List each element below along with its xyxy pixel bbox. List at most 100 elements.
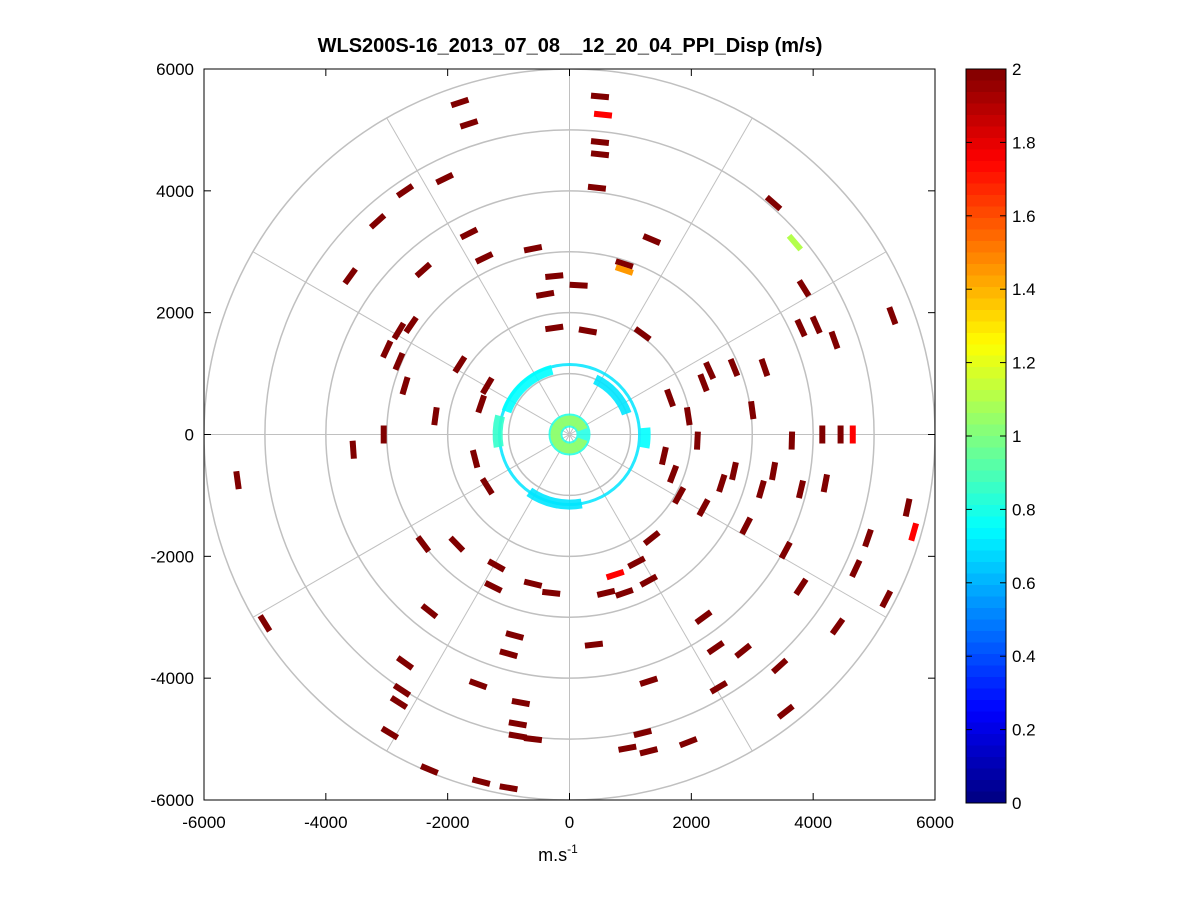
data-point	[474, 251, 494, 265]
colorbar-tick-label: 0.8	[1012, 500, 1036, 519]
data-point	[756, 479, 767, 499]
data-point	[786, 233, 804, 252]
data-point	[535, 289, 555, 299]
data-point	[392, 682, 412, 698]
colorbar-tick-label: 1.6	[1012, 207, 1036, 226]
data-point	[678, 736, 698, 749]
data-point	[499, 648, 519, 660]
data-point	[593, 110, 613, 119]
data-point	[584, 640, 604, 649]
data-point	[468, 678, 488, 691]
data-point	[614, 258, 634, 270]
data-point	[541, 588, 561, 597]
data-point	[511, 697, 531, 708]
data-point	[776, 703, 795, 720]
data-point	[829, 617, 846, 636]
colorbar-tick-label: 0.4	[1012, 647, 1036, 666]
data-point	[672, 486, 687, 505]
colorbar-tick-label: 2	[1012, 60, 1021, 79]
data-point	[778, 540, 793, 560]
data-point	[828, 330, 841, 350]
y-tick-label: -4000	[151, 669, 194, 688]
colorbar-tick-label: 1.4	[1012, 280, 1036, 299]
x-tick-label: -4000	[304, 813, 347, 832]
x-tick-label: 6000	[916, 813, 954, 832]
data-point	[342, 267, 358, 286]
colorbar: 0 0.2 0.4 0.6 0.8 1 1.2 1.4 1.6 1.8 2	[965, 60, 1036, 813]
colorbar-tick-label: 0.6	[1012, 574, 1036, 593]
data-point	[820, 473, 830, 493]
x-tick-label: -6000	[182, 813, 225, 832]
colorbar-tick-label: 1.2	[1012, 354, 1036, 373]
data-point	[596, 587, 616, 598]
chart-title: WLS200S-16_2013_07_08__12_20_04_PPI_Disp…	[318, 35, 823, 57]
colorbar-ticks: 0 0.2 0.4 0.6 0.8 1 1.2 1.4 1.6 1.8 2	[966, 60, 1036, 813]
data-point	[902, 498, 913, 518]
data-point	[569, 281, 588, 289]
near-arc-4	[526, 487, 583, 510]
colorbar-tick-label: 1	[1012, 427, 1021, 446]
data-point	[508, 719, 528, 729]
data-point	[480, 376, 495, 396]
data-point	[633, 326, 652, 342]
data-point	[487, 558, 506, 573]
data-point	[499, 783, 518, 793]
data-point	[587, 183, 607, 192]
data-point	[471, 776, 491, 787]
data-point	[642, 233, 662, 246]
data-point	[639, 573, 659, 588]
data-point	[452, 355, 468, 374]
data-point	[793, 577, 809, 596]
data-point	[664, 388, 676, 408]
polar-ring-5000	[264, 129, 875, 740]
data-point	[590, 138, 610, 147]
data-point	[523, 735, 543, 744]
near-arc-0	[550, 415, 588, 454]
data-point	[770, 657, 789, 675]
data-point	[257, 614, 273, 633]
data-point	[508, 731, 528, 741]
data-point	[703, 361, 717, 380]
data-point	[627, 555, 646, 570]
data-point	[849, 559, 863, 578]
data-point	[716, 473, 728, 493]
data-point	[414, 261, 433, 279]
data-point	[794, 318, 808, 338]
data-point	[734, 642, 753, 659]
data-point	[469, 449, 481, 469]
x-tick-label: 2000	[672, 813, 710, 832]
data-point	[796, 279, 812, 298]
data-point	[435, 172, 455, 186]
data-point	[694, 431, 701, 450]
data-point	[450, 96, 470, 109]
data-point	[748, 400, 757, 420]
data-point	[459, 226, 479, 241]
data-point	[590, 92, 610, 101]
x-tick-label: 0	[565, 813, 574, 832]
data-point	[578, 326, 598, 336]
data-point	[395, 655, 415, 671]
data-point	[809, 315, 823, 335]
x-axis-label-exponent: -1	[567, 842, 578, 856]
data-point	[758, 358, 771, 377]
data-point	[769, 461, 779, 481]
polar-ring-1000	[507, 372, 632, 497]
data-point	[483, 580, 503, 594]
y-tick-label: -2000	[151, 547, 194, 566]
data-layer	[233, 92, 920, 793]
data-point	[886, 306, 899, 326]
axis-ticks: -6000 -4000 -2000 0 2000 4000 6000 -6000 -4000 -2…	[151, 60, 954, 832]
data-point	[696, 498, 711, 517]
data-point	[795, 479, 806, 499]
data-point	[403, 315, 419, 334]
y-tick-label: 0	[185, 426, 194, 445]
data-point	[879, 589, 894, 609]
data-point	[368, 213, 387, 230]
near-arc-5	[639, 427, 651, 449]
data-point	[739, 516, 753, 536]
data-point	[727, 358, 741, 377]
data-point	[633, 727, 653, 739]
colorbar-tick-label: 0.2	[1012, 721, 1036, 740]
data-point	[399, 376, 411, 396]
data-point	[233, 470, 242, 490]
